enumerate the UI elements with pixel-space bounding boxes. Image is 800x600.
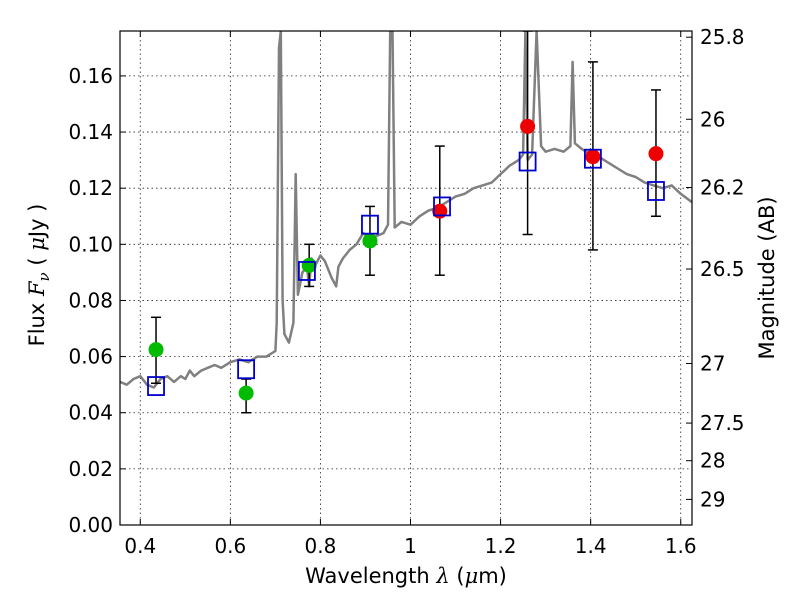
y2-tick-label: 27 — [700, 351, 725, 375]
y-tick-labels: 0.00 0.02 0.04 0.06 0.08 0.10 0.12 0.14 0.16 — [68, 64, 113, 537]
y-tick-label: 0.04 — [68, 401, 113, 425]
y2-tick-label: 26 — [700, 107, 725, 131]
x-tick-label: 1.4 — [575, 534, 607, 558]
y2-axis-label: Magnitude (AB) — [755, 196, 779, 359]
x-tick-label: 0.6 — [214, 534, 246, 558]
y2-tick-label: 25.8 — [700, 25, 745, 49]
x-tick-label: 1 — [404, 534, 417, 558]
square-model-point — [518, 151, 537, 172]
square-model-point — [298, 261, 316, 281]
y-tick-label: 0.00 — [68, 513, 113, 537]
x-tick-label: 0.4 — [124, 534, 156, 558]
y-tick-label: 0.16 — [68, 64, 113, 88]
green-data-point — [148, 342, 164, 358]
red-data-point — [585, 149, 601, 165]
y2-tick-label: 26.5 — [700, 257, 745, 281]
axis-ticks — [120, 31, 692, 526]
green-data-point — [238, 385, 254, 401]
y-axis-label: Flux Fν ( μJy ) — [25, 204, 53, 347]
square-model-point — [361, 214, 379, 235]
error-bars — [151, 31, 661, 414]
square-model-point — [237, 359, 256, 380]
y2-tick-label: 29 — [700, 487, 725, 511]
grid-lines — [120, 31, 692, 526]
y-tick-label: 0.02 — [68, 457, 113, 481]
y2-tick-label: 27.5 — [700, 411, 745, 435]
model-spectrum-line — [120, 31, 692, 389]
y2-tick-labels: 25.8 26 26.2 26.5 27 27.5 28 29 — [700, 25, 745, 511]
plot-frame — [119, 30, 693, 526]
square-model-point — [647, 181, 665, 201]
x-tick-label: 1.2 — [485, 534, 517, 558]
y2-tick-label: 26.2 — [700, 176, 745, 200]
square-model-point — [147, 376, 165, 396]
green-data-point — [362, 233, 378, 249]
square-model-point — [584, 148, 602, 169]
model-photometry-points — [147, 148, 665, 396]
red-data-point — [520, 118, 536, 134]
plot-area — [120, 31, 692, 414]
y-tick-label: 0.06 — [68, 345, 113, 369]
x-axis-label: Wavelength λ (μm) — [305, 564, 507, 588]
y-tick-label: 0.12 — [68, 176, 113, 200]
x-tick-label: 0.8 — [305, 534, 337, 558]
x-tick-label: 1.6 — [665, 534, 697, 558]
red-data-point — [648, 146, 664, 162]
y-tick-label: 0.10 — [68, 232, 113, 256]
x-tick-labels: 0.4 0.6 0.8 1 1.2 1.4 1.6 — [124, 534, 696, 558]
y-tick-label: 0.08 — [68, 288, 113, 312]
square-model-point — [433, 196, 451, 217]
y-tick-label: 0.14 — [68, 120, 113, 144]
measured-points — [148, 118, 664, 401]
y2-tick-label: 28 — [700, 449, 725, 473]
